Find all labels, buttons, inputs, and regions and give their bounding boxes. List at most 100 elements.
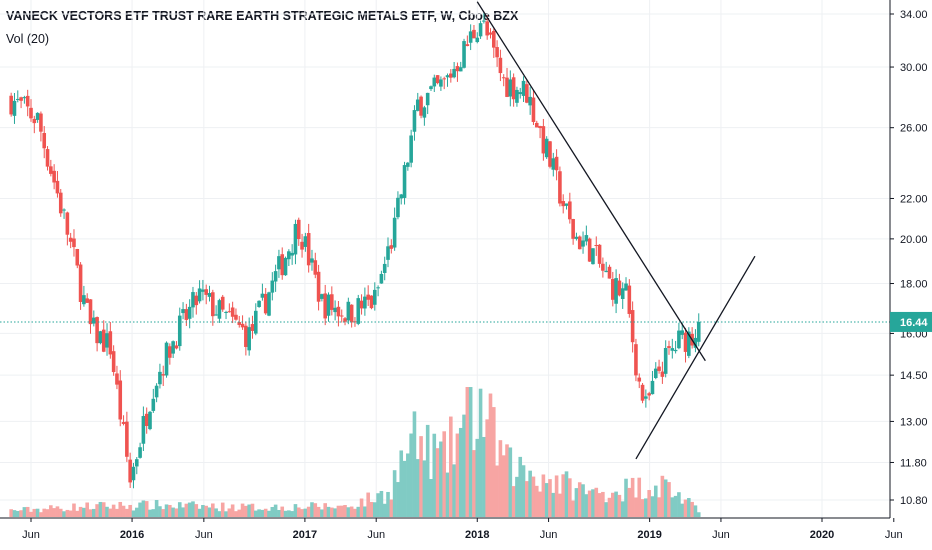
volume-bar xyxy=(597,493,602,517)
volume-bar xyxy=(197,508,202,517)
candle-body xyxy=(505,77,509,97)
price-tick-label: 30.00 xyxy=(900,62,928,74)
volume-bar xyxy=(468,387,473,517)
candle-body xyxy=(45,149,50,167)
candle-body xyxy=(511,77,516,100)
candle-body xyxy=(449,73,453,78)
candle-body xyxy=(571,219,575,239)
candle-body xyxy=(554,156,559,171)
volume-bar xyxy=(32,508,37,517)
volume-bar xyxy=(508,447,513,517)
candle-body xyxy=(495,47,499,58)
candle-body xyxy=(359,300,364,309)
candle-body xyxy=(409,135,413,163)
candle-body xyxy=(412,110,417,132)
candle-body xyxy=(538,126,542,129)
volume-bar xyxy=(406,453,410,517)
volume-bar xyxy=(409,433,413,517)
candle-body xyxy=(617,280,622,296)
volume-bar xyxy=(131,510,136,517)
volume-bar xyxy=(125,508,129,517)
candle-body xyxy=(647,393,651,396)
candle-body xyxy=(320,294,324,299)
volume-bar xyxy=(250,503,255,517)
trendline-descending xyxy=(476,1,706,362)
volume-bar xyxy=(55,506,60,517)
candle-body xyxy=(336,306,341,317)
candle-body xyxy=(402,165,407,198)
time-tick-label: Jun xyxy=(885,529,903,541)
volume-bar xyxy=(581,484,585,517)
volume-bar xyxy=(601,491,605,517)
candle-body xyxy=(485,21,489,36)
candle-body xyxy=(564,203,569,206)
candle-body xyxy=(452,68,456,78)
volume-bar xyxy=(458,427,463,517)
volume-bar xyxy=(372,502,377,517)
time-tick-label: Jun xyxy=(22,529,40,541)
candle-body xyxy=(39,113,43,132)
candle-body xyxy=(339,315,344,317)
volume-bar xyxy=(670,497,675,517)
volume-bar xyxy=(287,510,291,517)
volume-bar xyxy=(240,503,245,517)
volume-bar xyxy=(326,506,331,517)
candle-body xyxy=(19,97,23,101)
candle-body xyxy=(82,295,86,305)
candle-body xyxy=(683,332,688,352)
candle-body xyxy=(244,325,248,347)
volume-bar xyxy=(101,502,106,517)
candle-body xyxy=(204,289,209,295)
volume-bar xyxy=(554,475,559,517)
volume-bar xyxy=(429,479,433,517)
candle-body xyxy=(125,421,129,457)
candle-body xyxy=(128,459,132,483)
volume-bar xyxy=(680,503,685,517)
candle-body xyxy=(118,380,123,420)
candle-body xyxy=(528,96,532,106)
volume-bar xyxy=(482,436,486,517)
candle-body xyxy=(594,244,599,246)
candle-body xyxy=(260,293,265,298)
candle-body xyxy=(422,107,427,118)
candle-body xyxy=(455,66,460,72)
volume-bar xyxy=(498,440,503,517)
volume-bar xyxy=(260,509,265,517)
candle-body xyxy=(283,257,288,276)
candle-body xyxy=(644,396,648,399)
candle-body xyxy=(680,330,685,335)
candle-body xyxy=(429,86,433,90)
volume-bar xyxy=(253,510,258,517)
volume-bar xyxy=(690,501,694,517)
candle-body xyxy=(624,283,628,291)
volume-bar xyxy=(65,509,70,517)
volume-bar xyxy=(339,505,344,517)
candle-body xyxy=(326,294,331,316)
volume-bar xyxy=(587,490,592,517)
volume-bar xyxy=(683,499,688,517)
candle-body xyxy=(247,327,251,351)
volume-bar xyxy=(544,483,549,517)
volume-bar xyxy=(42,508,47,517)
candle-body xyxy=(250,324,255,331)
candle-body xyxy=(55,180,60,194)
candle-body xyxy=(693,337,698,348)
candle-body xyxy=(237,322,242,325)
candle-body xyxy=(323,293,328,319)
volume-bar xyxy=(571,500,575,517)
price-axis-background xyxy=(890,0,932,550)
candle-body xyxy=(227,311,232,313)
candle-body xyxy=(482,20,486,22)
volume-bar xyxy=(594,487,599,517)
volume-bar xyxy=(604,502,608,517)
volume-bar xyxy=(644,498,648,517)
volume-bar xyxy=(584,494,589,517)
volume-bar xyxy=(306,506,311,517)
candle-body xyxy=(85,298,89,303)
volume-bar xyxy=(35,508,40,517)
candle-body xyxy=(472,29,476,39)
volume-bar xyxy=(634,497,638,517)
volume-bar xyxy=(224,511,228,517)
